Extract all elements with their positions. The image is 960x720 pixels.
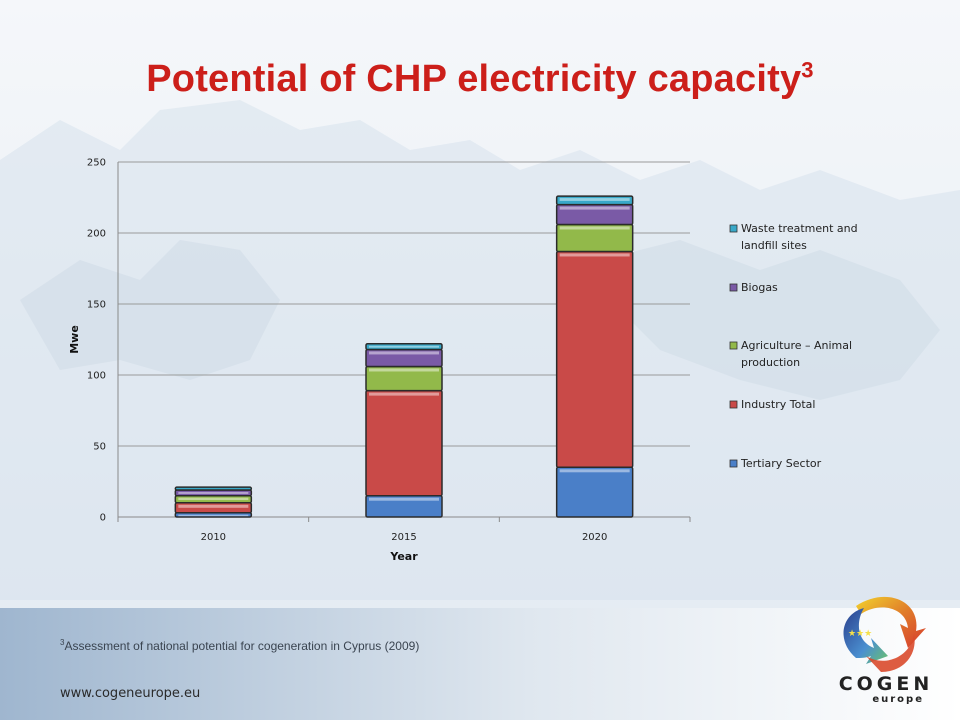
legend-label: Agriculture – Animal production [741,339,852,369]
x-tick-label: 2010 [201,532,226,543]
y-axis-title: Mwe [68,325,81,354]
website-url: www.cogeneurope.eu [60,686,201,701]
bar-highlight [369,497,439,501]
legend-label: Tertiary Sector [740,457,822,470]
bar-highlight [559,226,630,230]
bar-segment [365,389,443,497]
bar-highlight [369,345,439,348]
legend-label: Waste treatment and landfill sites [741,222,858,252]
bar-highlight [178,514,249,517]
x-tick-label: 2015 [391,532,416,543]
slide-title: Potential of CHP electricity capacity3 [0,58,960,101]
legend-swatch [729,224,738,233]
footnote-text: Assessment of national potential for cog… [64,639,420,653]
legend-label: Biogas [741,281,778,294]
bar-segment [555,195,634,206]
chart-legend: Waste treatment and landfill sites Biogas A… [729,222,858,470]
logo-subtitle: europe [872,694,924,705]
bar-highlight [369,368,439,372]
y-tick-label: 50 [93,442,106,453]
y-tick-label: 0 [100,513,106,524]
svg-text:★★★: ★★★ [848,629,872,639]
bar-highlight [178,497,249,501]
chart-axes: 0 50 100 150 200 250 2010 2015 2020 [87,158,691,543]
legend-label: Industry Total [741,398,815,411]
slide-title-text: Potential of CHP electricity capacity [146,58,802,100]
logo-wordmark: COGEN [839,673,934,695]
legend-swatch [729,459,738,468]
bar-highlight [369,392,439,396]
footnote: 3Assessment of national potential for co… [60,638,419,653]
footnote-marker: 3 [60,638,65,647]
bar-highlight [559,469,630,473]
bar-highlight [559,198,630,201]
legend-swatch [729,283,738,292]
bar-segment [174,486,253,491]
bar-highlight [178,492,249,494]
title-footnote-marker: 3 [801,57,814,83]
cogen-europe-logo: ★★★ COGEN europe [839,596,934,705]
y-tick-label: 250 [87,158,106,169]
y-tick-label: 100 [87,371,106,382]
x-axis-title: Year [389,550,418,563]
y-tick-label: 150 [87,300,106,311]
bar-segment [365,343,443,351]
chart-bars [174,195,634,518]
bar-highlight [559,253,630,257]
legend-swatch [729,341,738,350]
bar-highlight [369,351,439,355]
bar-highlight [178,504,249,508]
x-tick-label: 2020 [582,532,607,543]
y-tick-label: 200 [87,229,106,240]
legend-swatch [729,400,738,409]
bar-segment [555,250,634,469]
bar-highlight [559,206,630,210]
bar-segment [555,466,634,518]
